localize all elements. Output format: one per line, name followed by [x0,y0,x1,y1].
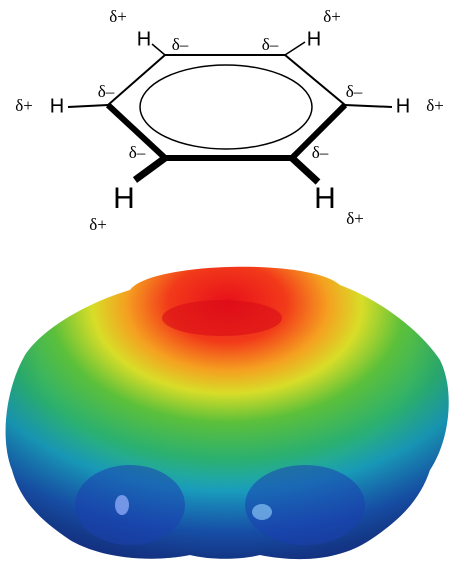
partial-charge: δ– [346,82,363,101]
bond [345,105,392,107]
lobe [75,465,185,545]
bond [68,105,108,107]
partial-charge: δ+ [109,7,127,26]
partial-charge: δ+ [346,209,364,228]
hydrogen: H [50,95,64,117]
electrostatic-potential-map [6,267,449,559]
bond [152,44,165,55]
partial-charge: δ+ [15,96,33,115]
partial-charge: δ– [172,35,189,54]
hydrogen: H [307,28,321,50]
benzene-figure: H δ+ H δ+ H δ+ H δ+ H δ+ H δ+ δ– δ– δ– δ… [0,0,455,565]
pi-cloud [140,65,312,149]
hydrogen: H [113,182,135,215]
highlight [115,495,129,515]
benzene-structure [68,42,392,182]
hydrogen: H [314,182,336,215]
partial-charge: δ– [98,82,115,101]
partial-charge: δ– [312,143,329,162]
hydrogen: H [396,95,410,117]
partial-charge: δ+ [323,7,341,26]
hydrogen: H [137,28,151,50]
partial-charge: δ– [262,35,279,54]
partial-charge: δ+ [426,96,444,115]
partial-charge: δ– [129,143,146,162]
highlight [252,504,272,520]
negative-region [162,300,282,336]
partial-charge: δ+ [89,215,107,234]
bond [285,42,305,55]
